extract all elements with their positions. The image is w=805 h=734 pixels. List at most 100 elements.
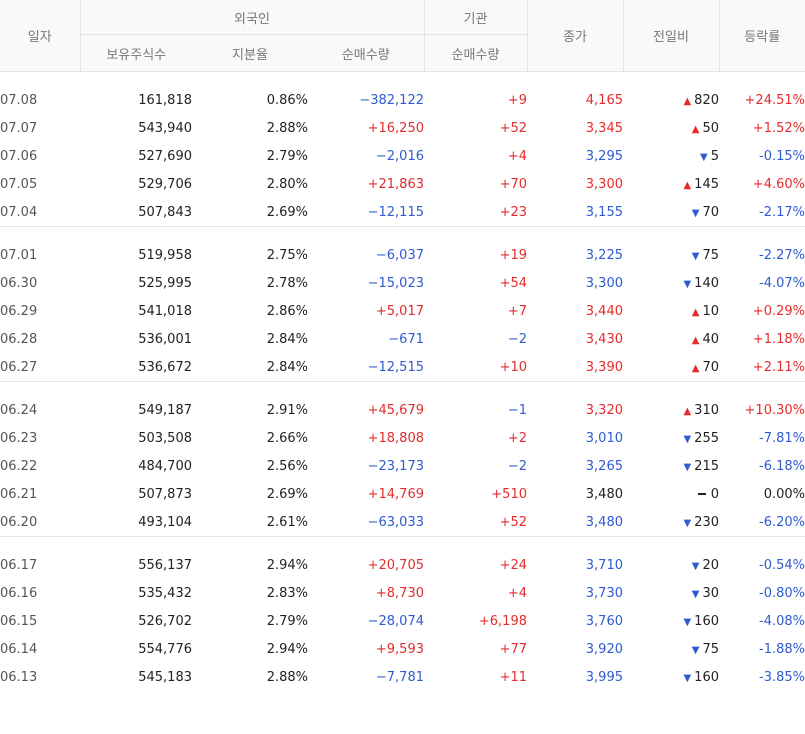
cell-change: ▲ 310 xyxy=(623,396,719,424)
change-value: 10 xyxy=(702,303,719,319)
cell-close: 3,295 xyxy=(585,148,623,164)
cell-change: ▼ 75 xyxy=(623,635,719,663)
cell-foreign-net: −6,037 xyxy=(375,247,424,263)
cell-date: 07.06 xyxy=(0,148,38,164)
cell-holding: 535,432 xyxy=(138,585,192,601)
up-triangle-icon: ▲ xyxy=(691,334,700,346)
trading-table: 일자 외국인 기관 종가 전일비 등락률 보유주식수 지분율 순매수량 순매수량… xyxy=(0,0,805,692)
cell-foreign-net: +14,769 xyxy=(367,486,424,502)
cell-inst-net: +19 xyxy=(499,247,527,263)
cell-share: 2.61% xyxy=(266,514,308,530)
cell-close: 3,265 xyxy=(585,458,623,474)
cell-rate: -4.08% xyxy=(759,613,805,629)
cell-change: ▼ 160 xyxy=(623,607,719,635)
cell-share: 2.69% xyxy=(266,486,308,502)
cell-share: 2.78% xyxy=(266,275,308,291)
cell-holding: 525,995 xyxy=(138,275,192,291)
cell-holding: 507,873 xyxy=(138,486,192,502)
cell-share: 2.84% xyxy=(266,359,308,375)
cell-share: 2.91% xyxy=(266,402,308,418)
cell-rate: -6.20% xyxy=(759,514,805,530)
cell-rate: -0.15% xyxy=(759,148,805,164)
change-value: 70 xyxy=(702,204,719,220)
cell-date: 06.16 xyxy=(0,585,38,601)
header-foreign-net: 순매수량 xyxy=(308,34,424,72)
cell-rate: -0.80% xyxy=(759,585,805,601)
up-triangle-icon: ▲ xyxy=(683,95,692,107)
cell-date: 06.13 xyxy=(0,669,38,685)
cell-close: 3,390 xyxy=(585,359,623,375)
cell-share: 2.83% xyxy=(266,585,308,601)
table-row: 06.22 484,700 2.56% −23,173 −2 3,265 ▼ 215 -6.18… xyxy=(0,452,805,480)
change-value: 75 xyxy=(702,247,719,263)
cell-foreign-net: −671 xyxy=(388,331,424,347)
separator-cell xyxy=(0,536,805,551)
table-body: 07.08 161,818 0.86% −382,122 +9 4,165 ▲ 820 +24.… xyxy=(0,72,805,692)
cell-rate: +1.18% xyxy=(752,331,805,347)
cell-close: 3,920 xyxy=(585,641,623,657)
cell-change: ▲ 10 xyxy=(623,297,719,325)
cell-rate: +2.11% xyxy=(752,359,805,375)
cell-close: 3,710 xyxy=(585,557,623,573)
group-separator xyxy=(0,536,805,551)
cell-rate: +4.60% xyxy=(752,176,805,192)
cell-holding: 536,001 xyxy=(138,331,192,347)
group-separator xyxy=(0,226,805,241)
cell-share: 2.69% xyxy=(266,204,308,220)
header-foreign: 외국인 xyxy=(79,0,424,35)
header-change: 전일비 xyxy=(622,0,719,72)
cell-date: 07.07 xyxy=(0,120,38,136)
table-row: 07.06 527,690 2.79% −2,016 +4 3,295 ▼ 5 -0.15% xyxy=(0,142,805,170)
cell-date: 06.23 xyxy=(0,430,38,446)
cell-share: 2.84% xyxy=(266,331,308,347)
table-row: 06.14 554,776 2.94% +9,593 +77 3,920 ▼ 75 -1.88% xyxy=(0,635,805,663)
cell-change: ▼ 255 xyxy=(623,424,719,452)
cell-change: ▼ 215 xyxy=(623,452,719,480)
cell-inst-net: +52 xyxy=(499,120,527,136)
cell-share: 2.56% xyxy=(266,458,308,474)
cell-inst-net: −1 xyxy=(507,402,527,418)
table-row: 06.16 535,432 2.83% +8,730 +4 3,730 ▼ 30 -0.80% xyxy=(0,579,805,607)
cell-share: 2.88% xyxy=(266,120,308,136)
cell-share: 2.79% xyxy=(266,148,308,164)
cell-rate: +10.30% xyxy=(744,402,805,418)
cell-date: 06.28 xyxy=(0,331,38,347)
cell-close: 3,155 xyxy=(585,204,623,220)
cell-rate: -3.85% xyxy=(759,669,805,685)
table-row: 06.13 545,183 2.88% −7,781 +11 3,995 ▼ 160 -3.85… xyxy=(0,663,805,691)
cell-inst-net: +510 xyxy=(491,486,527,502)
cell-share: 2.94% xyxy=(266,557,308,573)
cell-share: 2.86% xyxy=(266,303,308,319)
down-triangle-icon: ▼ xyxy=(691,250,700,262)
cell-inst-net: +77 xyxy=(499,641,527,657)
cell-foreign-net: +5,017 xyxy=(375,303,424,319)
cell-foreign-net: −63,033 xyxy=(367,514,424,530)
cell-holding: 556,137 xyxy=(138,557,192,573)
header-institution: 기관 xyxy=(423,0,527,35)
change-value: 160 xyxy=(694,669,719,685)
header-inst-net: 순매수량 xyxy=(423,34,527,72)
change-value: 310 xyxy=(694,402,719,418)
flat-dash-icon xyxy=(697,493,706,495)
cell-foreign-net: −382,122 xyxy=(359,92,424,108)
down-triangle-icon: ▼ xyxy=(683,517,692,529)
up-triangle-icon: ▲ xyxy=(683,405,692,417)
cell-share: 0.86% xyxy=(266,92,308,108)
down-triangle-icon: ▼ xyxy=(691,560,700,572)
cell-holding: 543,940 xyxy=(138,120,192,136)
cell-rate: -6.18% xyxy=(759,458,805,474)
cell-inst-net: +11 xyxy=(499,669,527,685)
cell-holding: 484,700 xyxy=(138,458,192,474)
separator-cell xyxy=(0,226,805,241)
cell-rate: -0.54% xyxy=(759,557,805,573)
cell-change: ▲ 820 xyxy=(623,86,719,114)
cell-change: ▼ 20 xyxy=(623,551,719,579)
cell-inst-net: +2 xyxy=(507,430,527,446)
cell-close: 3,480 xyxy=(585,514,623,530)
cell-date: 06.29 xyxy=(0,303,38,319)
table-row: 06.27 536,672 2.84% −12,515 +10 3,390 ▲ 70 +2.11… xyxy=(0,353,805,382)
cell-change: ▲ 40 xyxy=(623,325,719,353)
down-triangle-icon: ▼ xyxy=(683,278,692,290)
cell-close: 3,345 xyxy=(585,120,623,136)
cell-date: 07.04 xyxy=(0,204,38,220)
